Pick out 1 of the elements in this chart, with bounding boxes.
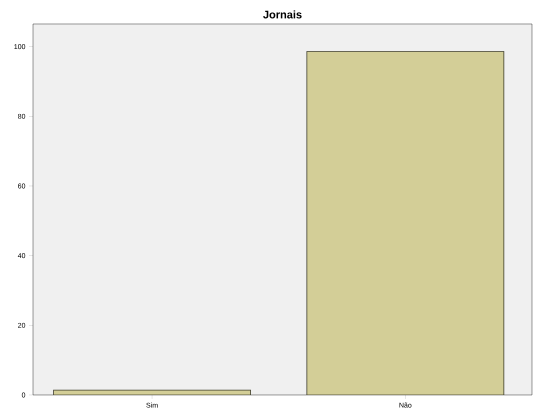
chart-title: Jornais: [263, 10, 302, 18]
